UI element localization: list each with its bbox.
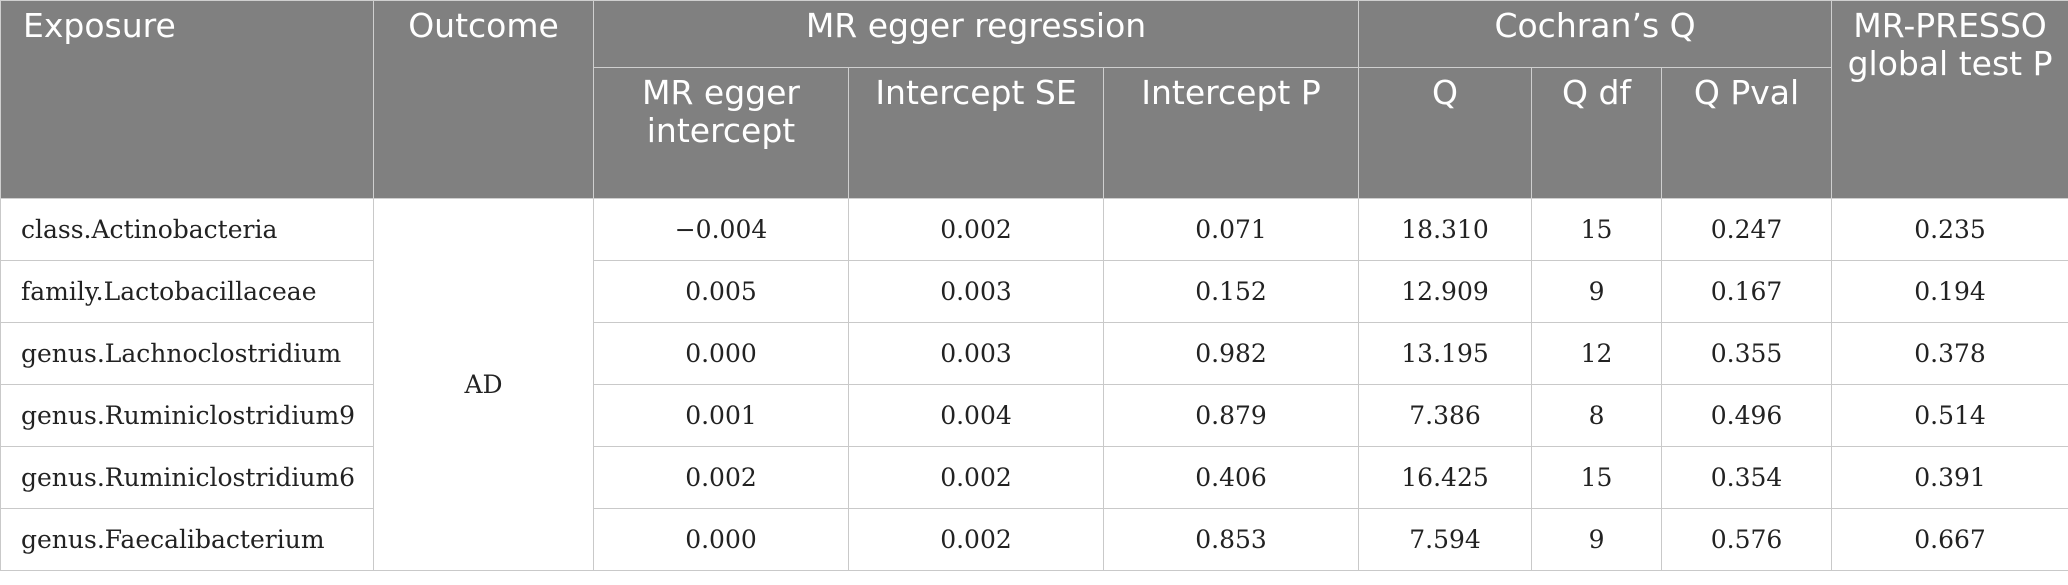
- intercept-p-cell: 0.152: [1102, 260, 1360, 323]
- q-cell: 16.425: [1358, 446, 1533, 509]
- q-cell: 18.310: [1358, 198, 1533, 261]
- intercept-p-cell: 0.879: [1102, 384, 1360, 447]
- presso-p-cell: 0.667: [1831, 508, 2068, 571]
- mr-presso-header: MR-PRESSO global test P: [1831, 0, 2068, 199]
- intercept-cell: 0.001: [593, 384, 849, 447]
- cochran-group-header: Cochran’s Q: [1358, 0, 1833, 68]
- intercept-se-cell: 0.004: [848, 384, 1104, 447]
- intercept-cell: −0.004: [593, 198, 849, 261]
- q-cell: 13.195: [1358, 322, 1533, 385]
- intercept-cell: 0.000: [593, 322, 849, 385]
- table-row: class.Actinobacteria AD −0.004 0.002 0.0…: [0, 198, 2068, 571]
- intercept-cell: 0.000: [593, 508, 849, 571]
- q-df-cell: 9: [1531, 508, 1663, 571]
- q-df-cell: 15: [1531, 446, 1663, 509]
- exposure-cell: genus.Lachnoclostridium: [0, 322, 374, 385]
- q-df-cell: 12: [1531, 322, 1663, 385]
- exposure-cell: class.Actinobacteria: [0, 198, 374, 261]
- q-cell: 7.386: [1358, 384, 1533, 447]
- intercept-se-cell: 0.002: [848, 198, 1104, 261]
- presso-p-cell: 0.378: [1831, 322, 2068, 385]
- header-row-1: Exposure Outcome MR egger regression Coc…: [0, 0, 2068, 199]
- exposure-header: Exposure: [0, 0, 374, 199]
- q-pval-cell: 0.576: [1661, 508, 1833, 571]
- exposure-cell: genus.Ruminiclostridium9: [0, 384, 374, 447]
- presso-p-cell: 0.391: [1831, 446, 2068, 509]
- exposure-cell: genus.Ruminiclostridium6: [0, 446, 374, 509]
- exposure-cell: genus.Faecalibacterium: [0, 508, 374, 571]
- intercept-se-header: Intercept SE: [848, 67, 1104, 199]
- intercept-header: MR egger intercept: [593, 67, 849, 199]
- presso-p-cell: 0.235: [1831, 198, 2068, 261]
- q-cell: 12.909: [1358, 260, 1533, 323]
- q-df-cell: 8: [1531, 384, 1663, 447]
- table-body: class.Actinobacteria AD −0.004 0.002 0.0…: [0, 198, 2068, 571]
- q-cell: 7.594: [1358, 508, 1533, 571]
- intercept-se-cell: 0.002: [848, 446, 1104, 509]
- presso-p-cell: 0.514: [1831, 384, 2068, 447]
- q-pval-cell: 0.354: [1661, 446, 1833, 509]
- q-df-cell: 15: [1531, 198, 1663, 261]
- exposure-cell: family.Lactobacillaceae: [0, 260, 374, 323]
- intercept-p-cell: 0.853: [1102, 508, 1360, 571]
- intercept-se-cell: 0.003: [848, 322, 1104, 385]
- q-header: Q: [1358, 67, 1533, 199]
- q-df-header: Q df: [1531, 67, 1663, 199]
- outcome-header: Outcome: [373, 0, 594, 199]
- outcome-cell: AD: [373, 198, 594, 571]
- table-row: genus.Lachnoclostridium 0.000 0.003 0.98…: [0, 322, 2068, 385]
- table-row: genus.Ruminiclostridium9 0.001 0.004 0.8…: [0, 384, 2068, 447]
- mr-egger-group-header: MR egger regression: [592, 0, 1360, 68]
- intercept-cell: 0.005: [593, 260, 849, 323]
- results-table: Exposure Outcome MR egger regression Coc…: [0, 0, 2068, 571]
- q-df-cell: 9: [1531, 260, 1663, 323]
- table-row: family.Lactobacillaceae 0.005 0.003 0.15…: [0, 260, 2068, 323]
- intercept-p-cell: 0.071: [1102, 198, 1360, 261]
- q-pval-cell: 0.355: [1661, 322, 1833, 385]
- header-row-2: MR egger intercept Intercept SE Intercep…: [1, 67, 2068, 199]
- intercept-p-cell: 0.982: [1102, 322, 1360, 385]
- intercept-se-cell: 0.003: [848, 260, 1104, 323]
- presso-p-cell: 0.194: [1831, 260, 2068, 323]
- q-pval-cell: 0.167: [1661, 260, 1833, 323]
- intercept-cell: 0.002: [593, 446, 849, 509]
- q-pval-header: Q Pval: [1661, 67, 1833, 199]
- table-header: Exposure Outcome MR egger regression Coc…: [0, 0, 2068, 199]
- table-row: genus.Faecalibacterium 0.000 0.002 0.853…: [0, 508, 2068, 571]
- intercept-p-header: Intercept P: [1102, 67, 1360, 199]
- intercept-se-cell: 0.002: [848, 508, 1104, 571]
- q-pval-cell: 0.247: [1661, 198, 1833, 261]
- table-row: genus.Ruminiclostridium6 0.002 0.002 0.4…: [0, 446, 2068, 509]
- intercept-p-cell: 0.406: [1102, 446, 1360, 509]
- q-pval-cell: 0.496: [1661, 384, 1833, 447]
